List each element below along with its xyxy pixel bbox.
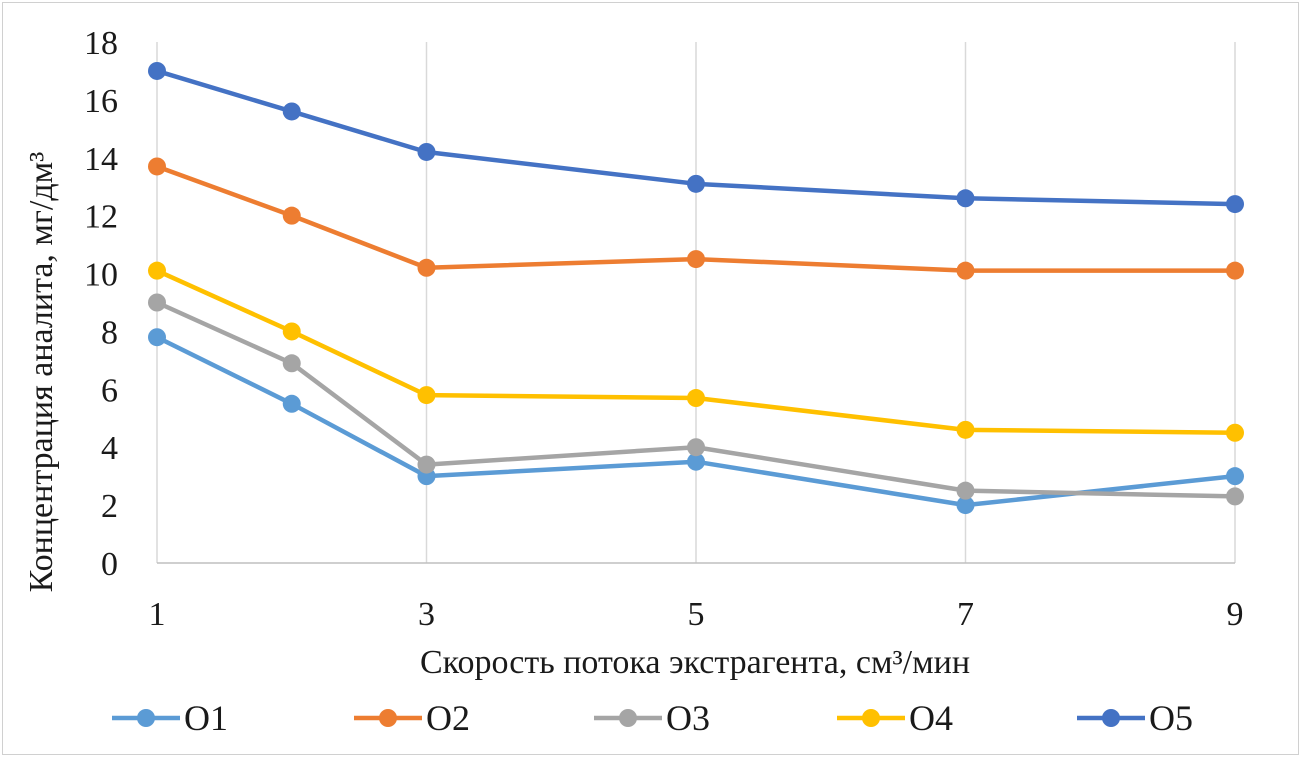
legend-item-O5: O5 [1077,698,1193,738]
data-point-O1-5 [687,452,705,471]
legend-label-O2: O2 [426,698,470,738]
legend-marker-O1 [137,709,155,727]
data-point-O5-1 [148,61,166,80]
y-tick-label-12: 12 [84,199,118,236]
y-tick-labels: 0 2 4 6 8 10 12 14 16 18 [84,25,118,583]
data-point-O2-9 [1226,261,1244,280]
y-tick-label-14: 14 [84,141,118,178]
data-point-O5-3 [417,142,436,161]
series-line-O2 [156,164,1235,273]
series-O5 [148,61,1244,214]
legend-item-O2: O2 [354,698,470,738]
data-point-O2-1 [148,157,166,176]
legend-item-O4: O4 [837,698,953,738]
series-line-O4 [156,268,1236,435]
data-point-O4-9 [1226,423,1244,442]
series-group [148,61,1244,515]
x-tick-label-5: 5 [688,596,705,633]
y-tick-label-8: 8 [101,314,118,351]
data-point-O4-1 [148,261,166,280]
y-tick-label-4: 4 [101,430,118,467]
data-point-O1-9 [1226,467,1244,486]
data-point-O3-7 [956,481,975,500]
series-line-O3 [156,300,1236,499]
legend-label-O3: O3 [666,698,710,738]
data-point-O4-2 [282,322,301,341]
legend-label-O5: O5 [1149,698,1193,738]
series-O4 [148,261,1244,442]
legend-marker-O3 [619,709,637,727]
data-point-O2-2 [282,206,301,225]
data-point-O1-1 [148,328,166,347]
data-point-O2-5 [687,250,705,269]
x-tick-labels: 1 3 5 7 9 [149,596,1244,633]
data-point-O3-9 [1226,487,1244,506]
y-tick-label-2: 2 [101,488,118,525]
data-point-O4-3 [417,386,436,405]
series-O1 [148,328,1244,515]
y-axis-label: Концентрация аналита, мг/дм³ [23,152,60,593]
x-tick-label-7: 7 [957,596,974,633]
data-point-O3-1 [148,293,166,312]
legend-item-O3: O3 [594,698,710,738]
series-O2 [148,157,1244,280]
x-tick-label-3: 3 [418,596,435,633]
legend-marker-O5 [1102,709,1120,727]
legend-item-O1: O1 [112,698,228,738]
data-point-O3-2 [282,354,301,373]
y-tick-label-18: 18 [84,25,118,62]
data-point-O1-2 [282,394,301,413]
data-point-O5-7 [956,189,975,208]
y-tick-label-16: 16 [84,83,118,120]
legend-marker-O2 [379,709,397,727]
series-line-O5 [156,68,1236,207]
y-tick-label-6: 6 [101,372,118,409]
data-point-O1-7 [956,496,975,515]
data-point-O3-3 [417,455,436,474]
x-tick-label-1: 1 [149,596,166,633]
x-tick-label-9: 9 [1227,596,1244,633]
data-point-O5-9 [1226,195,1244,214]
y-tick-label-10: 10 [84,257,118,294]
data-point-O5-2 [282,102,301,121]
legend-label-O1: O1 [184,698,228,738]
series-O3 [148,293,1244,506]
legend: O1 O2 O3 O4 O5 [112,698,1193,738]
data-point-O3-5 [687,438,705,457]
data-point-O5-5 [687,174,705,193]
y-tick-label-0: 0 [101,546,118,583]
legend-marker-O4 [862,709,880,727]
legend-label-O4: O4 [909,698,953,738]
data-point-O2-7 [956,261,975,280]
data-point-O4-5 [687,389,705,408]
data-point-O2-3 [417,258,436,277]
series-line-O1 [156,335,1236,508]
data-point-O4-7 [956,420,975,439]
x-axis-label: Скорость потока экстрагента, см³/мин [420,644,970,681]
